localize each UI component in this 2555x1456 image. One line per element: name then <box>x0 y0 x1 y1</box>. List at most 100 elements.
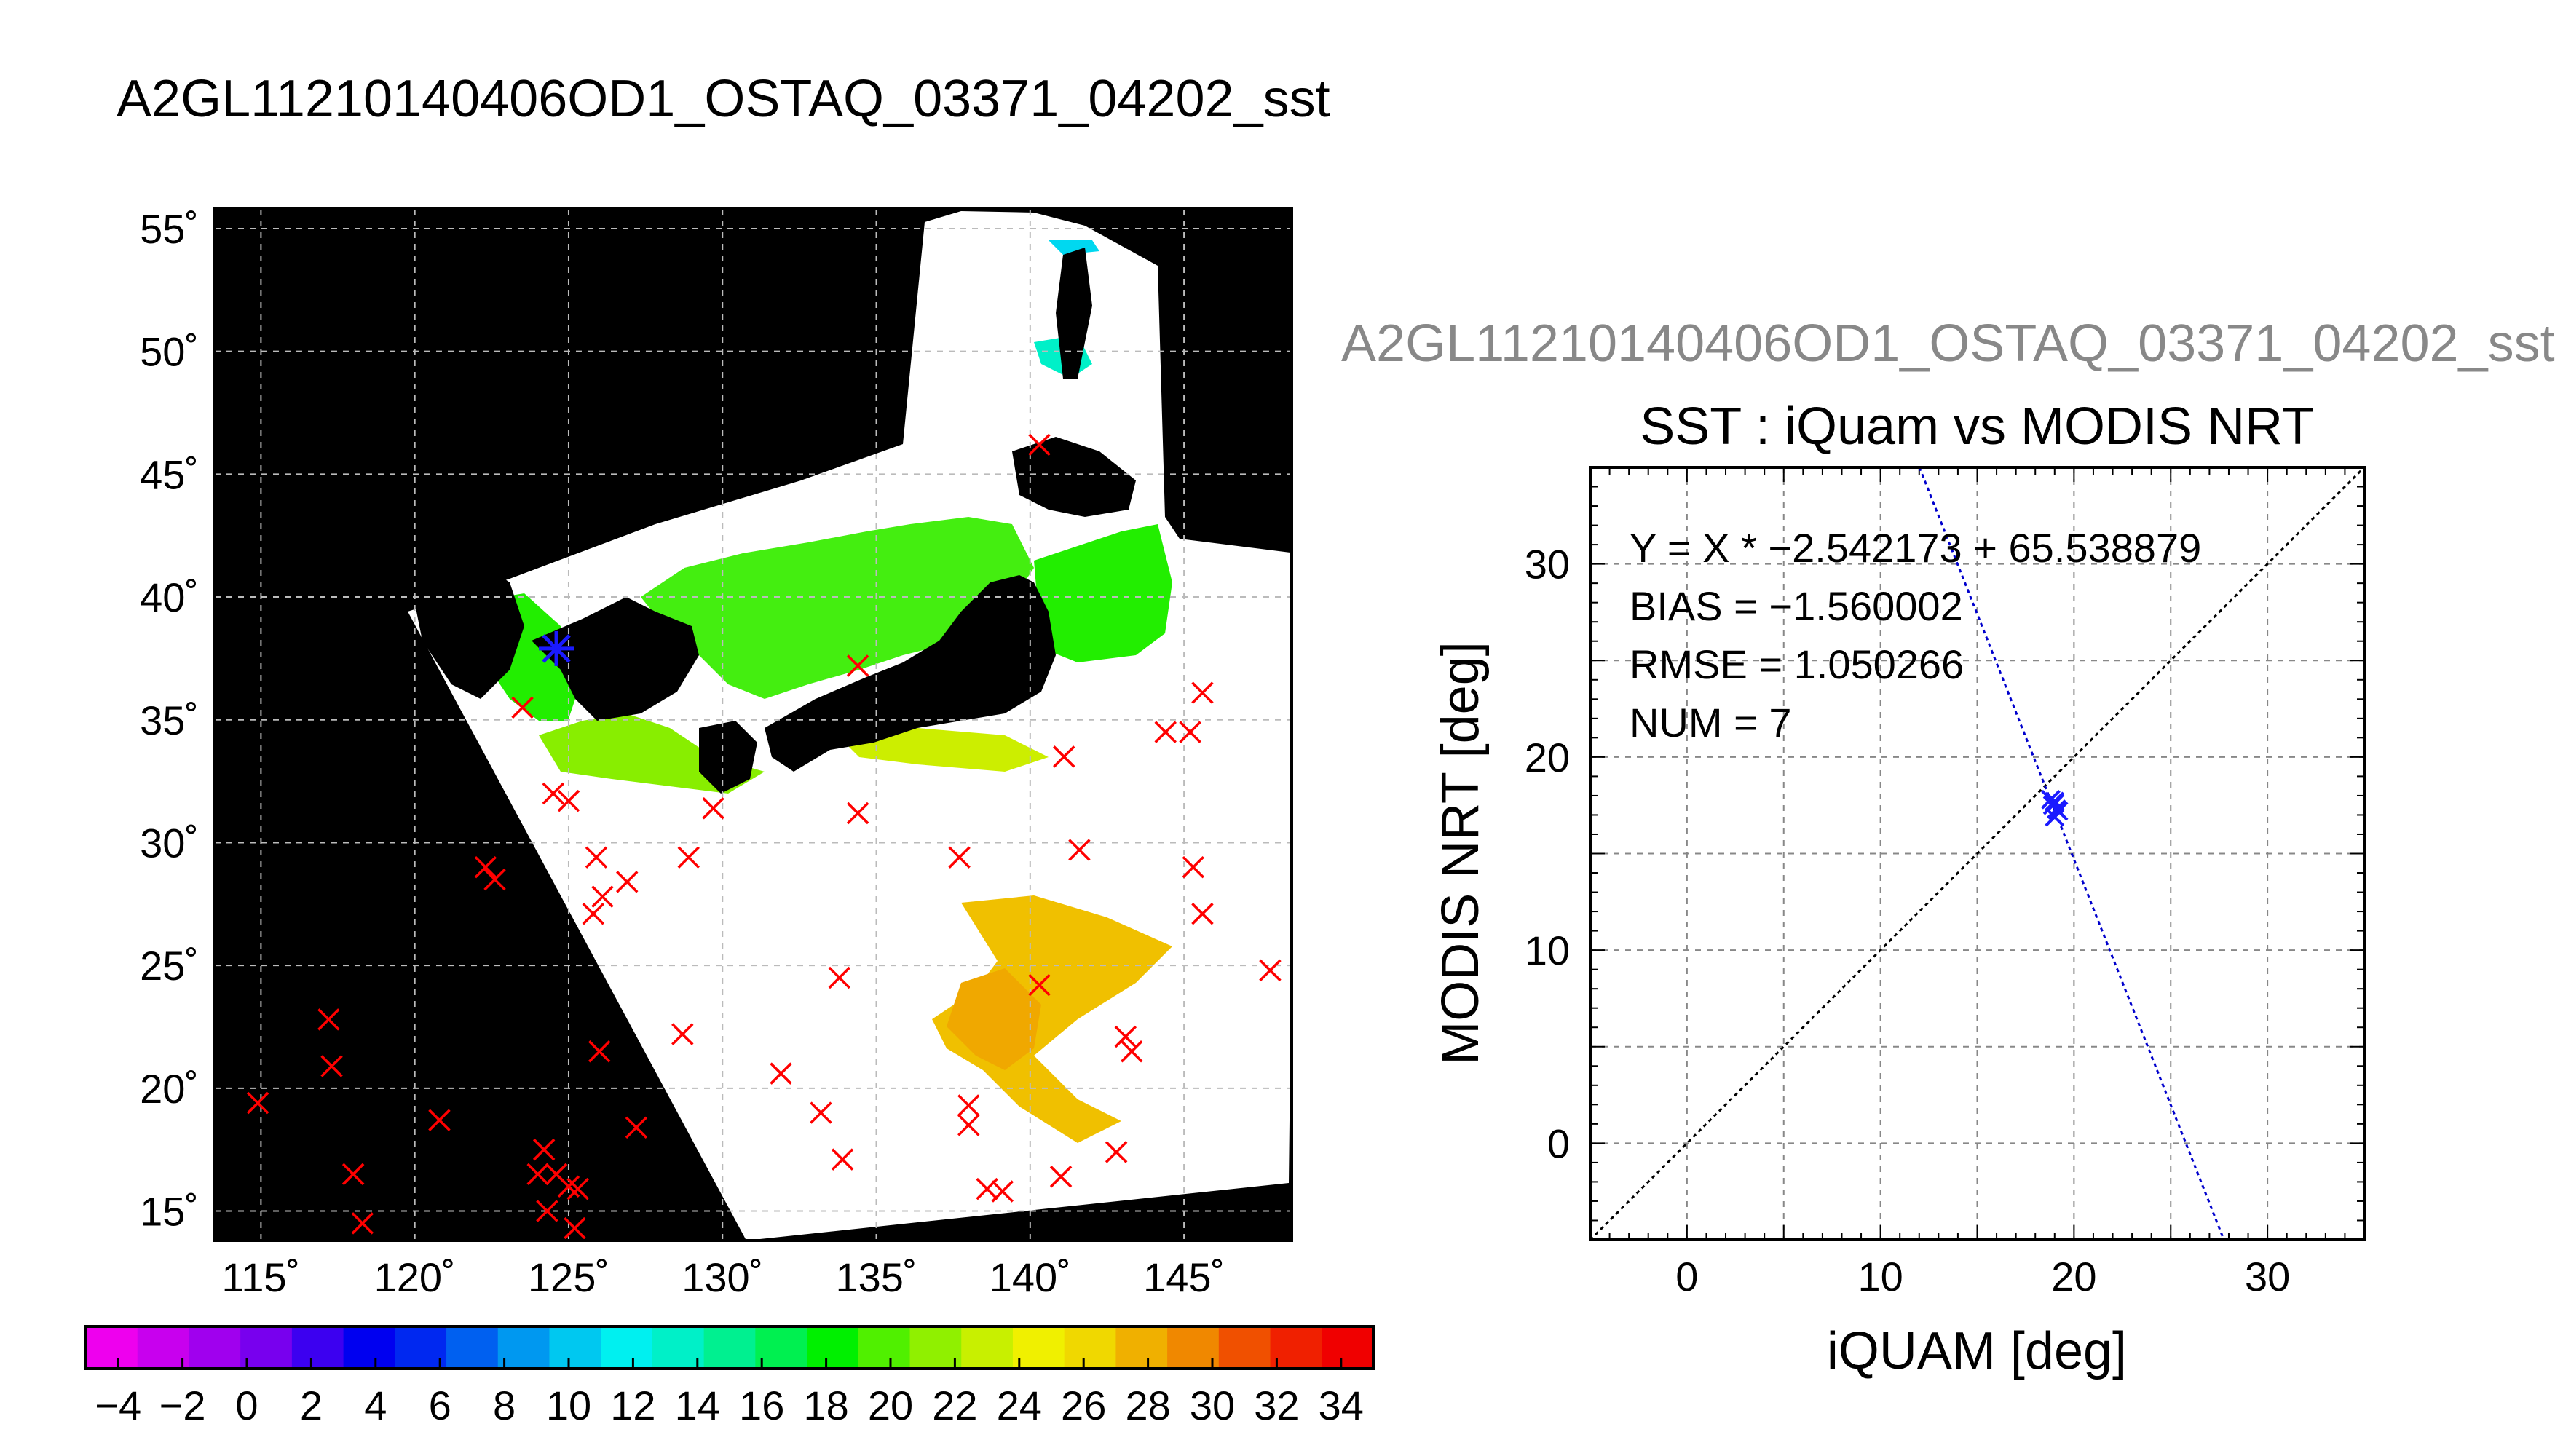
scatter-title: SST : iQuam vs MODIS NRT <box>1640 397 2314 456</box>
x-tick-label: 30 <box>2245 1254 2290 1299</box>
in-situ-marker <box>542 782 565 805</box>
colorbar-tick-label: −4 <box>95 1382 141 1428</box>
colorbar-segment <box>240 1326 293 1369</box>
sst-map: 55˚ 50˚ 45˚ 40˚ 35˚ 30˚ 25˚ 20˚ 15˚ 115˚ 120˚ 125˚… <box>140 206 1293 1300</box>
colorbar: −4 −2 0 2 4 6 8 10 12 14 16 18 20 22 24 26 28 30 32 34 <box>84 1325 1375 1428</box>
longitude-label: 125˚ <box>528 1254 609 1300</box>
in-situ-marker <box>677 846 700 869</box>
in-situ-marker <box>948 846 971 869</box>
colorbar-segment <box>1218 1326 1271 1369</box>
colorbar-segment <box>755 1326 807 1369</box>
in-situ-marker <box>526 1163 549 1186</box>
in-situ-marker <box>625 1116 648 1139</box>
main-title: A2GL11210140406OD1_OSTAQ_03371_04202_sst <box>117 70 1330 128</box>
sea-of-japan-sst <box>641 517 1034 699</box>
latitude-label: 15˚ <box>140 1189 199 1235</box>
x-tick-label: 0 <box>1675 1254 1698 1299</box>
x-axis-label: iQUAM [deg] <box>1827 1322 2127 1380</box>
colorbar-segment <box>1322 1326 1374 1369</box>
sst-ocean-patches <box>459 240 1172 1143</box>
longitude-labels: 115˚ 120˚ 125˚ 130˚ 135˚ 140˚ 145˚ <box>221 1254 1225 1300</box>
longitude-label: 145˚ <box>1143 1254 1225 1300</box>
rmse-stat: RMSE = 1.050266 <box>1630 641 1964 687</box>
in-situ-marker <box>1114 1025 1137 1048</box>
in-situ-marker <box>671 1023 694 1045</box>
colorbar-segment <box>189 1326 241 1369</box>
in-situ-marker <box>1053 745 1075 768</box>
colorbar-segment <box>807 1326 859 1369</box>
colorbar-segment <box>652 1326 705 1369</box>
colorbar-segment <box>1167 1326 1220 1369</box>
latitude-label: 25˚ <box>140 943 199 989</box>
colorbar-tick-label: 18 <box>803 1382 848 1428</box>
colorbar-segment <box>1270 1326 1322 1369</box>
latitude-label: 55˚ <box>140 206 199 252</box>
hokkaido <box>1012 437 1136 517</box>
latitude-label: 45˚ <box>140 451 199 497</box>
in-situ-marker <box>1191 903 1214 925</box>
in-situ-marker <box>770 1062 792 1085</box>
colorbar-segments <box>86 1326 1374 1369</box>
colorbar-tick-label: 14 <box>675 1382 720 1428</box>
colorbar-segment <box>1012 1326 1065 1369</box>
y-axis-label: MODIS NRT [deg] <box>1431 641 1490 1065</box>
in-situ-marker <box>317 1008 340 1031</box>
colorbar-tick-label: 22 <box>932 1382 977 1428</box>
colorbar-segment <box>1064 1326 1116 1369</box>
warm-pool-core-sst <box>947 968 1041 1070</box>
colorbar-tick-label: 2 <box>300 1382 323 1428</box>
in-situ-marker <box>1068 839 1091 861</box>
bias-stat: BIAS = −1.560002 <box>1630 583 1963 629</box>
in-situ-marker <box>588 1040 611 1063</box>
in-situ-marker <box>616 871 639 893</box>
in-situ-marker <box>1179 721 1201 743</box>
colorbar-tick-label: 0 <box>235 1382 258 1428</box>
colorbar-frame <box>84 1325 1375 1370</box>
in-situ-marker <box>483 868 506 891</box>
colorbar-tick-label: 30 <box>1190 1382 1235 1428</box>
korea-peninsula <box>532 597 699 721</box>
y-tick-label: 10 <box>1525 927 1570 973</box>
latitude-label: 40˚ <box>140 574 199 620</box>
colorbar-tick-labels: −4 −2 0 2 4 6 8 10 12 14 16 18 20 22 24 26 28 30 32 34 <box>95 1358 1364 1428</box>
colorbar-segment <box>909 1326 962 1369</box>
in-situ-marker <box>351 1212 374 1235</box>
secondary-title: A2GL11210140406OD1_OSTAQ_03371_04202_sst <box>1341 314 2555 373</box>
colorbar-tick-label: 34 <box>1319 1382 1364 1428</box>
in-situ-marker <box>846 654 869 677</box>
colorbar-segment <box>86 1326 138 1369</box>
in-situ-marker <box>428 1109 451 1131</box>
colorbar-segment <box>497 1326 550 1369</box>
fit-equation: Y = X * −2.542173 + 65.538879 <box>1630 525 2201 571</box>
in-situ-marker <box>991 1180 1014 1203</box>
scatter-stats: Y = X * −2.542173 + 65.538879 BIAS = −1.… <box>1630 525 2201 745</box>
latitude-labels: 55˚ 50˚ 45˚ 40˚ 35˚ 30˚ 25˚ 20˚ 15˚ <box>140 206 199 1235</box>
kyushu <box>699 721 757 794</box>
in-situ-marker <box>474 855 497 879</box>
y-tick-label: 30 <box>1525 542 1570 587</box>
scatter-plot: SST : iQuam vs MODIS NRT Y = X * −2.5421… <box>1431 397 2366 1380</box>
in-situ-marker <box>536 1200 558 1222</box>
longitude-label: 120˚ <box>374 1254 456 1300</box>
colorbar-segment <box>291 1326 344 1369</box>
colorbar-segment <box>343 1326 395 1369</box>
colorbar-tick-label: 4 <box>364 1382 387 1428</box>
in-situ-marker <box>957 1114 980 1136</box>
colorbar-tick-label: 24 <box>997 1382 1042 1428</box>
latitude-label: 20˚ <box>140 1066 199 1112</box>
in-situ-marker <box>320 1055 343 1077</box>
identity-line <box>1590 467 2364 1240</box>
in-situ-marker <box>557 789 580 812</box>
colorbar-tick-label: 20 <box>868 1382 913 1428</box>
warm-pool-sst <box>932 895 1172 1143</box>
longitude-label: 130˚ <box>682 1254 763 1300</box>
in-situ-marker <box>582 903 605 925</box>
in-situ-marker <box>1121 1040 1143 1063</box>
longitude-label: 140˚ <box>990 1254 1071 1300</box>
colorbar-tick-label: 26 <box>1061 1382 1106 1428</box>
okhotsk-sst <box>1049 240 1099 255</box>
honshu <box>765 575 1056 772</box>
matchup-marker <box>539 630 574 666</box>
latitude-label: 35˚ <box>140 697 199 743</box>
scatter-frame <box>1589 466 2366 1241</box>
